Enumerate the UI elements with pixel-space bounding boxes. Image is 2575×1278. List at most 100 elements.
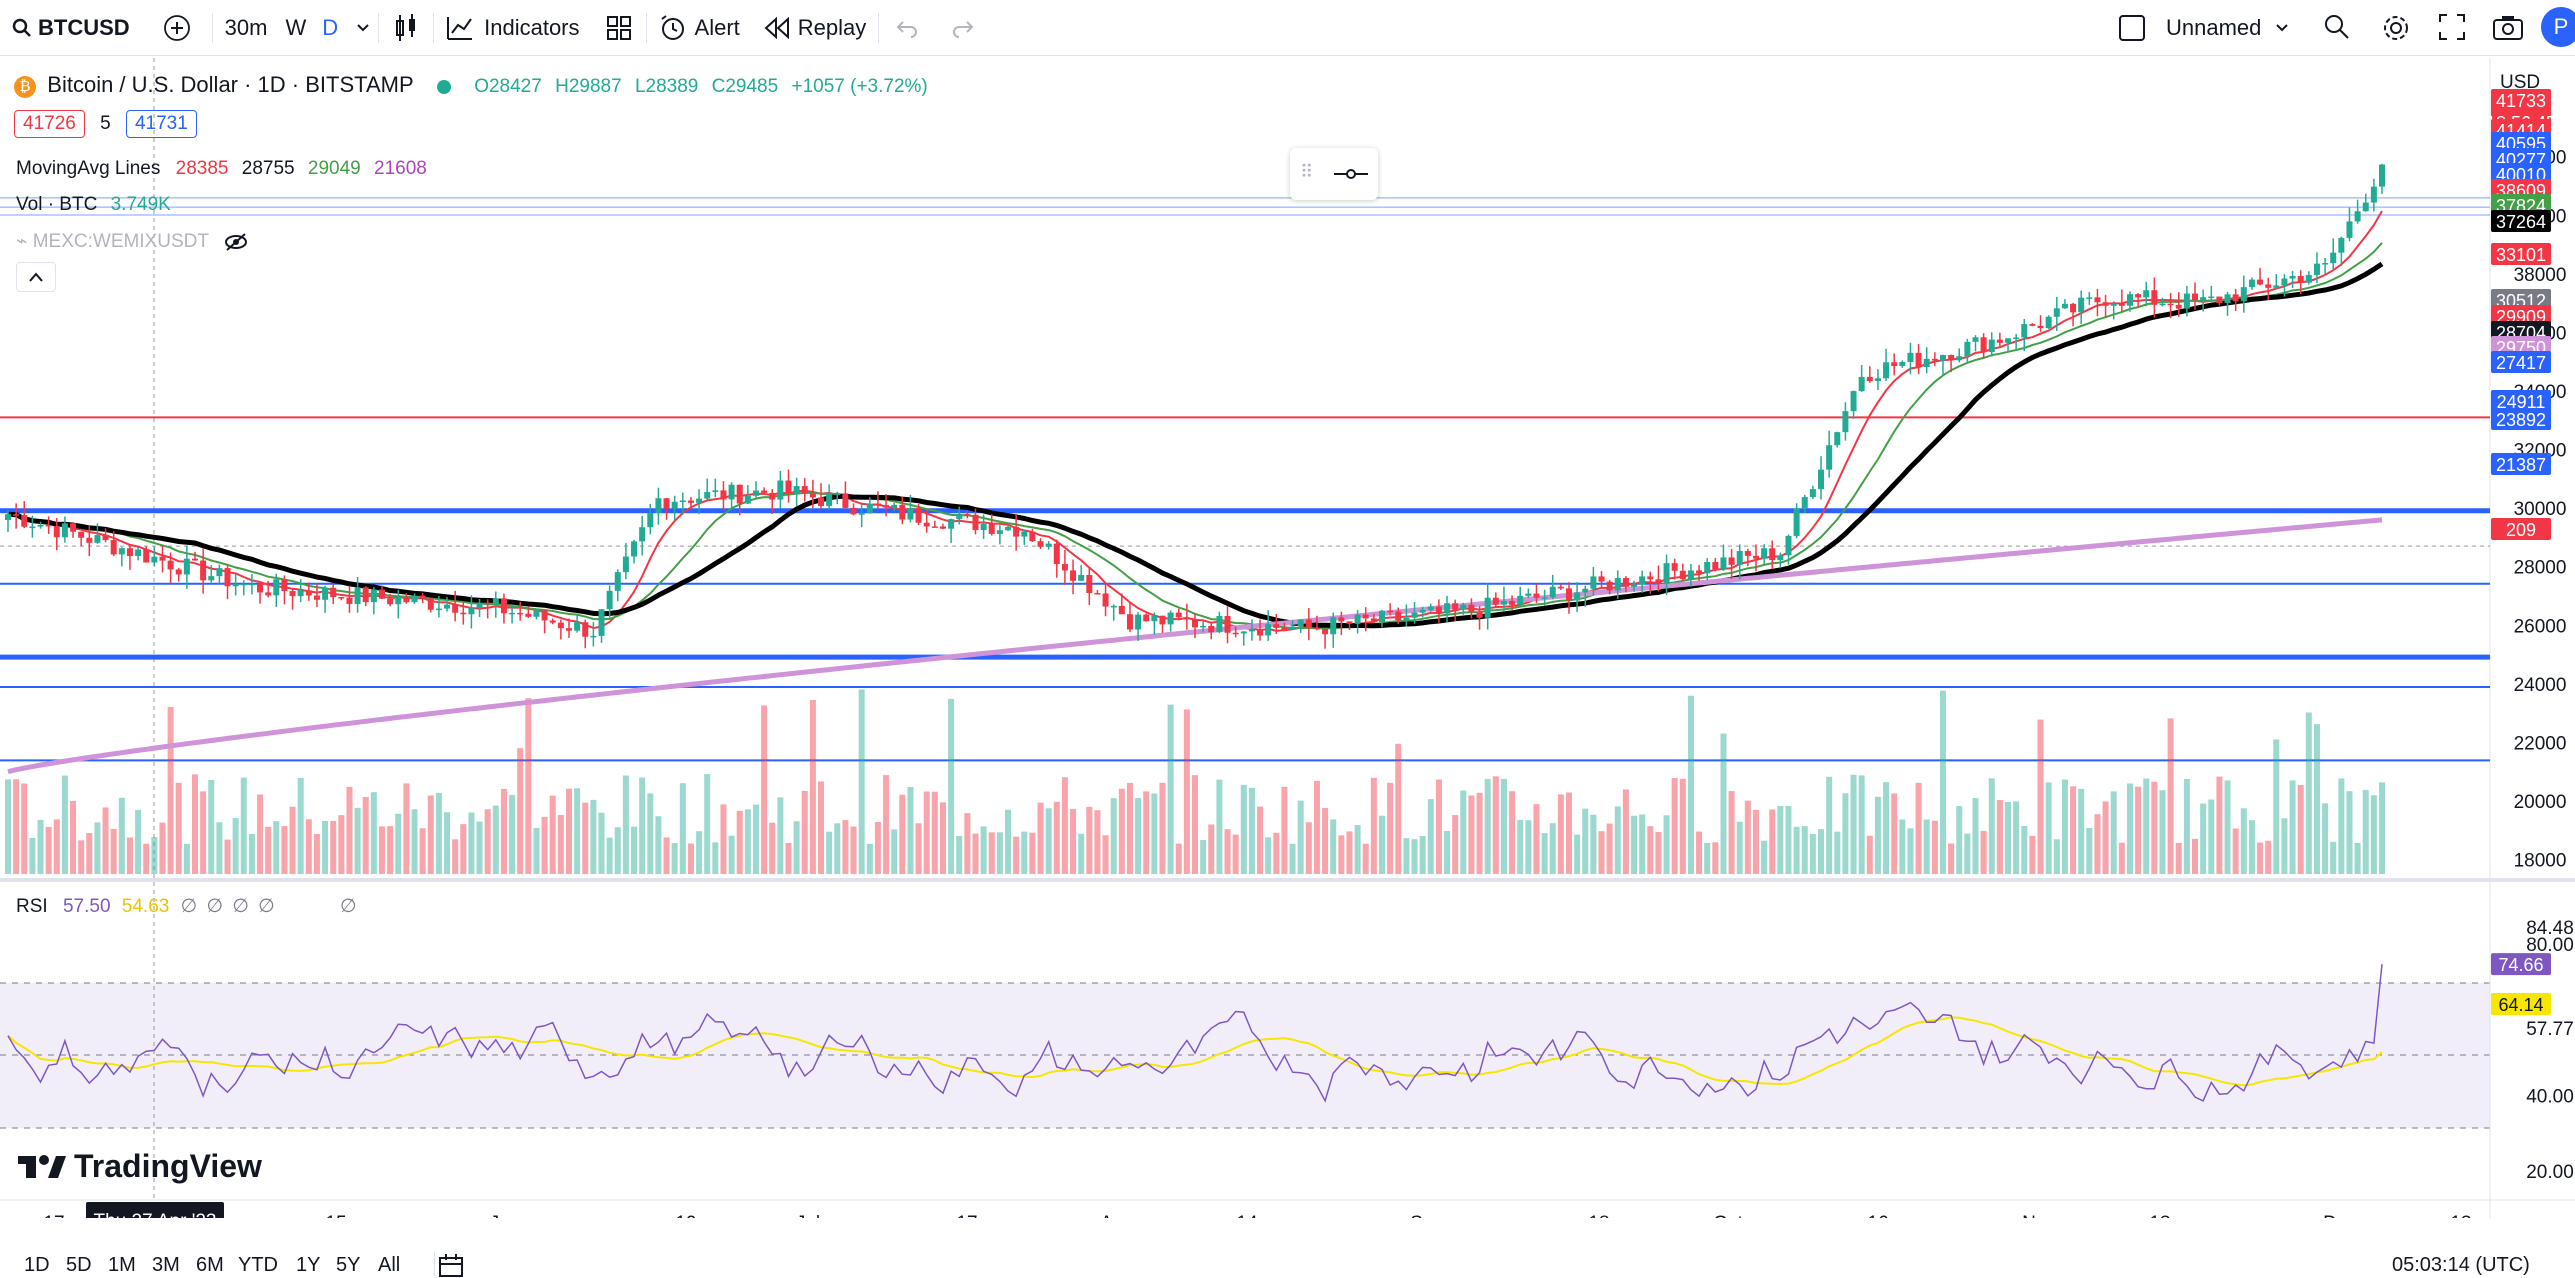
drag-handle-icon[interactable]: ⠿ [1300, 162, 1314, 182]
candle-body [1834, 432, 1841, 446]
settings-button[interactable] [2380, 12, 2412, 50]
volume-bar [1761, 840, 1768, 874]
volume-bar [1517, 819, 1524, 874]
templates-button[interactable] [592, 0, 646, 55]
volume-bar [842, 820, 849, 874]
candle-body [70, 523, 77, 532]
collapse-legend-button[interactable] [16, 262, 56, 292]
currency-selector[interactable]: USD [2500, 72, 2541, 93]
candle-body [671, 501, 678, 509]
bottom-toolbar: 1D 5D 1M 3M 6M YTD 1Y 5Y All 05:03:14 (U… [0, 1250, 2575, 1277]
candle-body [1045, 543, 1052, 547]
snapshot-button[interactable] [2492, 13, 2524, 47]
ma-legend[interactable]: MovingAvg Lines 28385 28755 29049 21608 [16, 158, 427, 180]
volume-bar [1045, 808, 1052, 874]
candle-body [159, 556, 166, 561]
time-tick-label: Jul [796, 1213, 820, 1218]
candle-body [1257, 629, 1264, 636]
volume-bar [1712, 842, 1719, 874]
floating-drawing-toolbar[interactable]: ⠿ [1290, 148, 1378, 200]
volume-bar [29, 837, 36, 874]
range-5d[interactable]: 5D [66, 1254, 92, 1276]
candle-body [826, 493, 833, 507]
volume-bar [135, 809, 142, 874]
volume-bar [1248, 787, 1255, 874]
buy-price[interactable]: 41731 [125, 110, 197, 138]
candle-body [1070, 570, 1077, 581]
time-tick-label: 14 [1236, 1213, 1258, 1218]
volume-legend[interactable]: Vol · BTC 3.749K [16, 194, 171, 216]
volume-bar [1720, 733, 1727, 874]
candle-body [1053, 543, 1060, 565]
layout-menu[interactable]: Unnamed [2118, 0, 2289, 55]
range-1y[interactable]: 1Y [296, 1254, 321, 1276]
alert-button[interactable]: Alert [647, 0, 752, 55]
volume-bar [1777, 805, 1784, 874]
range-ytd[interactable]: YTD [238, 1254, 278, 1276]
interval-30m[interactable]: 30m [213, 0, 280, 55]
rsi-tick-label: 20.00 [2526, 1162, 2574, 1183]
candle-body [1761, 548, 1768, 559]
volume-bar [2118, 842, 2125, 874]
range-3m[interactable]: 3M [152, 1254, 180, 1276]
candle-body [1899, 361, 1906, 367]
range-1d[interactable]: 1D [24, 1254, 50, 1276]
volume-bar [281, 826, 288, 874]
candle-body [1728, 557, 1735, 565]
fullscreen-button[interactable] [2438, 13, 2466, 47]
candle-body [2289, 275, 2296, 279]
volume-bar [2240, 808, 2247, 874]
chart-type-button[interactable] [379, 0, 433, 55]
volume-bar [143, 843, 150, 874]
volume-bar [1533, 804, 1540, 874]
candle-body [1574, 592, 1581, 601]
symbol-search[interactable]: BTCUSD [0, 0, 142, 55]
volume-bar [362, 796, 369, 874]
profile-avatar[interactable]: P [2541, 7, 2575, 47]
volume-bar [191, 774, 198, 874]
eye-hidden-icon[interactable] [224, 233, 248, 251]
rsi-ma-line [7, 1016, 2383, 1087]
candle-body [232, 583, 239, 587]
compare-button[interactable] [142, 0, 212, 55]
indicators-button[interactable]: Indicators [434, 0, 591, 55]
candle-body [1712, 562, 1719, 570]
ma-value-1: 28385 [175, 158, 229, 179]
volume-bar [964, 813, 971, 874]
ohlc-low: L28389 [634, 76, 699, 97]
utc-clock[interactable]: 05:03:14 (UTC) [2392, 1254, 2530, 1276]
ohlc-close: C29485 [711, 76, 779, 97]
candle-body [2257, 279, 2264, 285]
range-5y[interactable]: 5Y [336, 1254, 361, 1276]
volume-bar [1387, 782, 1394, 874]
replay-button[interactable]: Replay [752, 0, 878, 55]
range-all[interactable]: All [378, 1254, 401, 1276]
undo-button[interactable] [879, 0, 935, 55]
volume-bar [1411, 839, 1418, 874]
tradingview-logo[interactable]: TradingView [18, 1148, 262, 1185]
candle-body [915, 508, 922, 523]
volume-bar [639, 777, 646, 874]
calendar-icon[interactable] [436, 1252, 466, 1278]
redo-button[interactable] [935, 0, 991, 55]
volume-bar [2159, 790, 2166, 874]
range-6m[interactable]: 6M [196, 1254, 224, 1276]
candle-body [1500, 601, 1507, 605]
time-tick-label: Nov [2022, 1213, 2056, 1218]
price-label-tag [2491, 210, 2551, 232]
ma-line-medium [7, 242, 2383, 630]
chart-container[interactable]: 4200040000380003600034000320003000028000… [0, 58, 2575, 1236]
rsi-legend[interactable]: RSI 57.50 54.63 ∅ ∅ ∅ ∅ ∅ [16, 895, 357, 918]
quick-search-button[interactable] [2322, 12, 2352, 48]
volume-bar [1752, 809, 1759, 874]
compare-legend[interactable]: ⌁ MEXC:WEMIXUSDT [16, 230, 248, 253]
interval-dropdown[interactable] [348, 0, 378, 55]
sell-price[interactable]: 41726 [14, 110, 85, 138]
candle-body [1891, 362, 1898, 367]
price-chart[interactable]: 4200040000380003600034000320003000028000… [0, 58, 2575, 1236]
candle-body [2078, 297, 2085, 313]
interval-d[interactable]: D [312, 0, 348, 55]
range-1m[interactable]: 1M [108, 1254, 136, 1276]
interval-w[interactable]: W [279, 0, 312, 55]
volume-bar [2200, 803, 2207, 874]
